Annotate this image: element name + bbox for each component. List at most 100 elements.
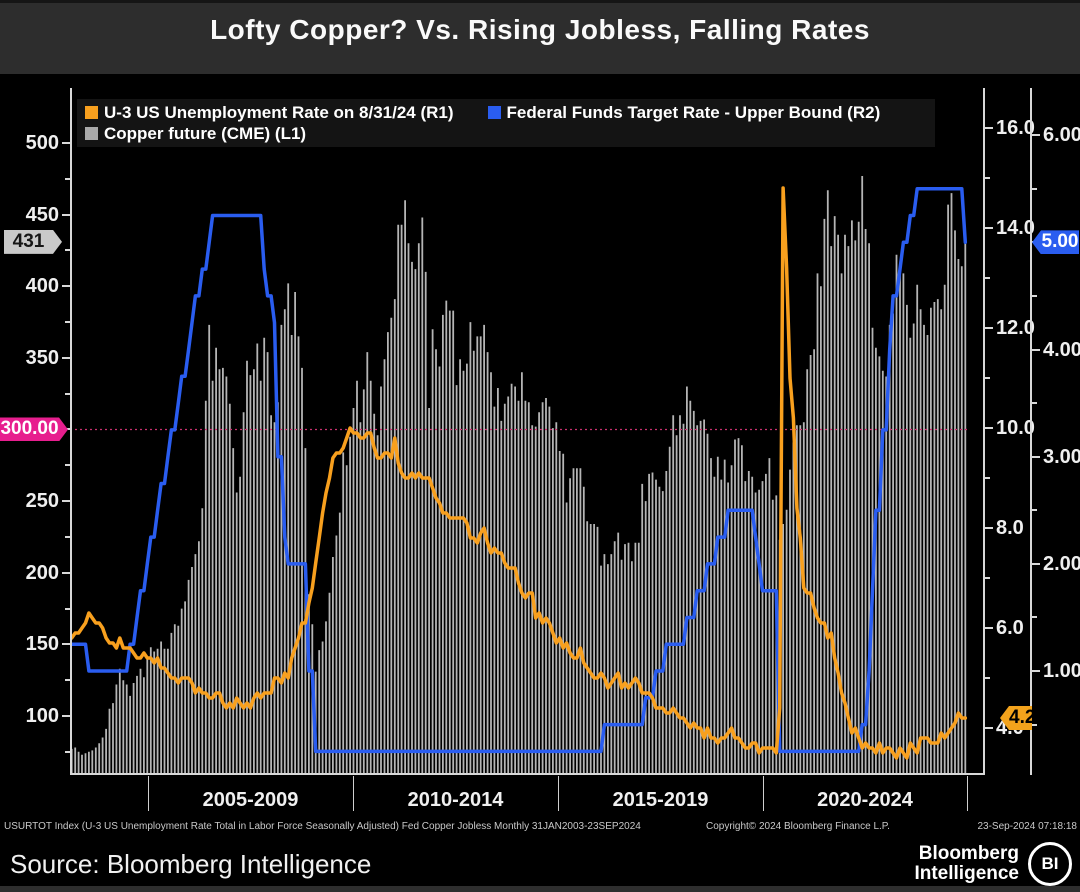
x-axis-divider [763, 776, 764, 811]
axis-major-tick [985, 227, 993, 229]
title-bar: Lofty Copper? Vs. Rising Jobless, Fallin… [0, 0, 1080, 74]
axis-tick-label: 1.00 [1043, 660, 1080, 683]
axis-major-tick [1032, 134, 1040, 137]
axis-minor-tick [985, 377, 990, 379]
unemployment-line-series [70, 186, 968, 760]
x-axis-period-band: 2005-2009 2010-2014 2015-2019 2020-2024 [70, 775, 968, 813]
right-axis-fed-funds: 6.00 4.00 3.00 2.00 1.00 [1030, 88, 1080, 775]
chart-legend: U-3 US Unemployment Rate on 8/31/24 (R1)… [77, 99, 935, 147]
axis-tick-label: 12.0 [996, 317, 1035, 339]
axis-tick-label: 3.00 [1043, 445, 1080, 468]
axis-minor-tick [65, 464, 70, 467]
copper-last-badge: 431 [4, 230, 62, 254]
x-axis-divider [148, 776, 149, 811]
bottom-strip [0, 886, 1080, 892]
axis-major-tick [985, 427, 993, 429]
axis-tick-label: 4.00 [1043, 338, 1080, 361]
page-title: Lofty Copper? Vs. Rising Jobless, Fallin… [210, 14, 870, 45]
bi-circle-icon: BI [1028, 842, 1072, 886]
axis-tick-label: 6.00 [1043, 124, 1080, 147]
axis-tick-label: 100 [25, 704, 59, 727]
chart-plot [70, 88, 983, 775]
axis-tick-label: 350 [25, 346, 59, 369]
legend-item: Copper future (CME) (L1) [85, 123, 306, 144]
axis-major-tick [1032, 670, 1040, 673]
axis-minor-tick [1032, 616, 1037, 619]
axis-major-tick [985, 627, 993, 629]
axis-minor-tick [985, 677, 990, 679]
axis-minor-tick [65, 679, 70, 682]
axis-minor-tick [65, 177, 70, 180]
axis-major-tick [1032, 455, 1040, 458]
axis-minor-tick [65, 321, 70, 324]
axis-tick-label: 200 [25, 561, 59, 584]
chart-footer: USURTOT Index (U-3 US Unemployment Rate … [0, 819, 1080, 835]
axis-major-tick [985, 127, 993, 129]
threshold-badge: 300.00 [0, 417, 68, 441]
axis-major-tick [62, 643, 70, 646]
axis-major-tick [985, 327, 993, 329]
axis-minor-tick [65, 607, 70, 610]
legend-swatch-icon [85, 127, 98, 140]
footer-copyright: Copyright© 2024 Bloomberg Finance L.P. [706, 821, 890, 832]
bloomberg-intelligence-logo: Bloomberg Intelligence BI [914, 842, 1072, 886]
axis-minor-tick [65, 249, 70, 252]
axis-tick-label: 8.0 [996, 517, 1024, 539]
axis-minor-tick [65, 392, 70, 395]
legend-item: U-3 US Unemployment Rate on 8/31/24 (R1) [85, 102, 454, 123]
x-axis-period-label: 2010-2014 [407, 789, 504, 811]
axis-tick-label: 2.00 [1043, 552, 1080, 575]
axis-minor-tick [985, 277, 990, 279]
axis-major-tick [985, 527, 993, 529]
legend-row: Copper future (CME) (L1) [85, 123, 927, 144]
axis-tick-label: 400 [25, 275, 59, 298]
axis-major-tick [985, 727, 993, 729]
left-axis-copper: 500 450 400 350 250 200 150 100 [0, 88, 70, 775]
right-axis-unemployment: 16.014.012.010.08.06.04.0 [983, 88, 1035, 775]
axis-tick-label: 6.0 [996, 617, 1024, 639]
axis-minor-tick [985, 577, 990, 579]
axis-minor-tick [1032, 509, 1037, 512]
axis-major-tick [62, 142, 70, 144]
axis-minor-tick [1032, 294, 1037, 297]
x-axis-period-label: 2005-2009 [202, 789, 299, 811]
axis-major-tick [62, 714, 70, 717]
axis-minor-tick [65, 535, 70, 538]
axis-tick-label: 250 [25, 490, 59, 513]
x-axis-divider [558, 776, 559, 811]
axis-tick-label: 150 [25, 633, 59, 656]
axis-major-tick [62, 213, 70, 216]
axis-major-tick [62, 356, 70, 359]
axis-minor-tick [65, 750, 70, 753]
x-axis-period-label: 2020-2024 [817, 789, 913, 811]
axis-minor-tick [985, 177, 990, 179]
legend-row: U-3 US Unemployment Rate on 8/31/24 (R1)… [85, 102, 927, 123]
bloomberg-intelligence-wordmark: Bloomberg Intelligence [914, 843, 1019, 884]
axis-tick-label: 14.0 [996, 217, 1035, 239]
axis-major-tick [62, 285, 70, 288]
axis-major-tick [1032, 348, 1040, 351]
fed-funds-line-series [70, 186, 968, 754]
legend-label: U-3 US Unemployment Rate on 8/31/24 (R1) [104, 103, 454, 122]
legend-swatch-icon [487, 106, 501, 119]
axis-minor-tick [1032, 402, 1037, 405]
axis-tick-label: 10.0 [996, 417, 1035, 439]
legend-label: Copper future (CME) (L1) [104, 124, 307, 143]
axis-minor-tick [1032, 187, 1037, 190]
axis-tick-label: 500 [25, 132, 59, 154]
footer-timestamp: 23-Sep-2024 07:18:18 [977, 821, 1077, 832]
legend-item: Federal Funds Target Rate - Upper Bound … [487, 102, 880, 123]
axis-major-tick [62, 571, 70, 574]
source-bar: Source: Bloomberg Intelligence Bloomberg… [0, 840, 1080, 886]
axis-minor-tick [1032, 723, 1037, 726]
x-axis-period-label: 2015-2019 [612, 789, 709, 811]
axis-tick-label: 16.0 [996, 117, 1035, 139]
axis-tick-label: 450 [25, 203, 59, 226]
fed-last-badge: 5.00 [1032, 230, 1079, 255]
axis-major-tick [62, 500, 70, 503]
axis-major-tick [1032, 562, 1040, 565]
source-label: Source: Bloomberg Intelligence [10, 849, 372, 879]
axis-minor-tick [985, 477, 990, 479]
legend-swatch-icon [85, 106, 98, 119]
